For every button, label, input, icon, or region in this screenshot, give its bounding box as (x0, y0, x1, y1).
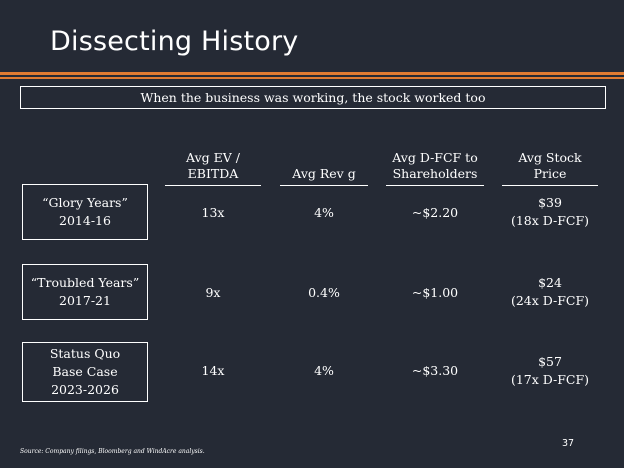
column-header-dfcf: Avg D-FCF to Shareholders (386, 150, 484, 186)
cell-ev-ebitda: 13x (201, 205, 225, 220)
column-header-underline (502, 184, 598, 186)
row-label-status-quo: Status Quo Base Case 2023-2026 (22, 342, 148, 402)
column-header-stock-price: Avg Stock Price (502, 150, 598, 186)
column-header-line2: Avg Rev g (292, 166, 356, 181)
row-label-line: Status Quo (49, 346, 121, 361)
column-header-line1: Avg EV / (186, 150, 240, 165)
row-label-line: 2014-16 (59, 213, 111, 228)
source-footnote: Source: Company filings, Bloomberg and W… (20, 448, 205, 455)
stock-price-note: (18x D-FCF) (510, 213, 590, 228)
column-header-rev-g: Avg Rev g (280, 150, 368, 186)
stock-price-note: (24x D-FCF) (510, 293, 590, 308)
row-label-line: “Troubled Years” (30, 275, 140, 290)
row-label-line: “Glory Years” (42, 195, 128, 210)
row-label-troubled-years: “Troubled Years” 2017-21 (22, 264, 148, 320)
cell-rev-g: 4% (314, 205, 334, 220)
stock-price-value: $39 (538, 195, 562, 210)
column-header-underline (280, 184, 368, 186)
cell-dfcf: ~$1.00 (411, 285, 459, 300)
cell-dfcf: ~$2.20 (411, 205, 459, 220)
row-label-line: 2017-21 (59, 293, 111, 308)
cell-ev-ebitda: 9x (205, 285, 221, 300)
subtitle-box: When the business was working, the stock… (20, 86, 606, 109)
cell-stock-price: $24 (24x D-FCF) (502, 274, 598, 310)
column-header-line1 (280, 150, 368, 166)
column-header-line1: Avg Stock (518, 150, 582, 165)
subtitle-text: When the business was working, the stock… (140, 90, 486, 105)
row-label-line: Base Case (52, 364, 118, 379)
page-number: 37 (562, 438, 575, 449)
accent-rule-bottom (0, 77, 624, 79)
column-header-underline (386, 184, 484, 186)
column-header-line2: EBITDA (187, 166, 239, 181)
column-header-line1: Avg D-FCF to (392, 150, 478, 165)
row-label-line: 2023-2026 (51, 382, 119, 397)
accent-rule-top (0, 72, 624, 75)
row-label-glory-years: “Glory Years” 2014-16 (22, 184, 148, 240)
cell-rev-g: 4% (314, 363, 334, 378)
slide-title: Dissecting History (50, 26, 299, 57)
cell-stock-price: $39 (18x D-FCF) (502, 194, 598, 230)
cell-dfcf: ~$3.30 (411, 363, 459, 378)
column-header-underline (165, 184, 261, 186)
stock-price-value: $57 (538, 354, 562, 369)
column-header-line2: Price (533, 166, 567, 181)
column-header-ev-ebitda: Avg EV / EBITDA (165, 150, 261, 186)
cell-ev-ebitda: 14x (201, 363, 225, 378)
stock-price-value: $24 (538, 275, 562, 290)
column-header-line2: Shareholders (392, 166, 478, 181)
cell-stock-price: $57 (17x D-FCF) (502, 353, 598, 389)
cell-rev-g: 0.4% (308, 285, 340, 300)
stock-price-note: (17x D-FCF) (510, 372, 590, 387)
